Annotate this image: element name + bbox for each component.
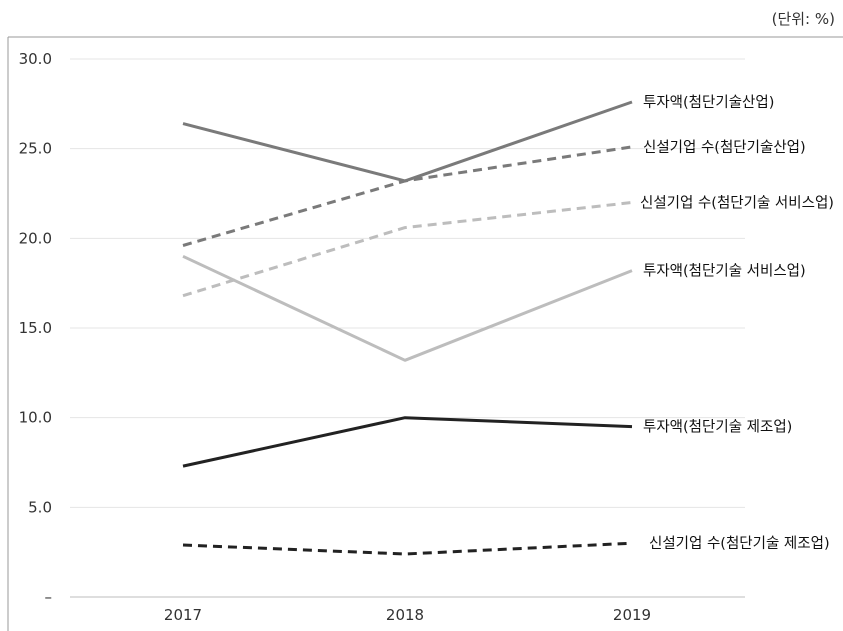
series-line bbox=[182, 100, 633, 183]
series-label: 신설기업 수(첨단기술산업) bbox=[643, 139, 806, 156]
x-tick-label: 2018 bbox=[386, 606, 424, 624]
y-tick-label: 25.0 bbox=[19, 140, 52, 158]
series-line bbox=[182, 145, 633, 247]
series-line bbox=[182, 254, 633, 362]
series-label: 신설기업 수(첨단기술 제조업) bbox=[649, 535, 830, 552]
y-tick-label: – bbox=[45, 588, 53, 606]
x-tick-label: 2017 bbox=[164, 606, 202, 624]
plot-frame bbox=[7, 36, 843, 631]
series-label: 투자액(첨단기술 서비스업) bbox=[643, 263, 806, 280]
y-tick-label: 10.0 bbox=[19, 409, 52, 427]
unit-label: (단위: %) bbox=[771, 10, 835, 28]
series-label: 신설기업 수(첨단기술 서비스업) bbox=[640, 194, 834, 211]
y-tick-label: 5.0 bbox=[28, 498, 52, 516]
series-line bbox=[182, 201, 633, 298]
x-tick-label: 2019 bbox=[613, 606, 651, 624]
series-line bbox=[182, 541, 633, 556]
series-label: 투자액(첨단기술 제조업) bbox=[643, 419, 792, 436]
y-tick-label: 30.0 bbox=[19, 50, 52, 68]
y-tick-label: 20.0 bbox=[19, 229, 52, 247]
x-axis-ticks: 2017 2018 2019 bbox=[164, 606, 651, 624]
series-label: 투자액(첨단기술산업) bbox=[643, 94, 774, 111]
series-line bbox=[182, 416, 633, 468]
y-tick-label: 15.0 bbox=[19, 319, 52, 337]
series-labels: 투자액(첨단기술산업) 신설기업 수(첨단기술산업) 신설기업 수(첨단기술 서비스… bbox=[640, 94, 834, 552]
y-axis-ticks: – 5.0 10.0 15.0 20.0 25.0 30.0 bbox=[19, 50, 52, 606]
series-lines bbox=[182, 100, 633, 556]
